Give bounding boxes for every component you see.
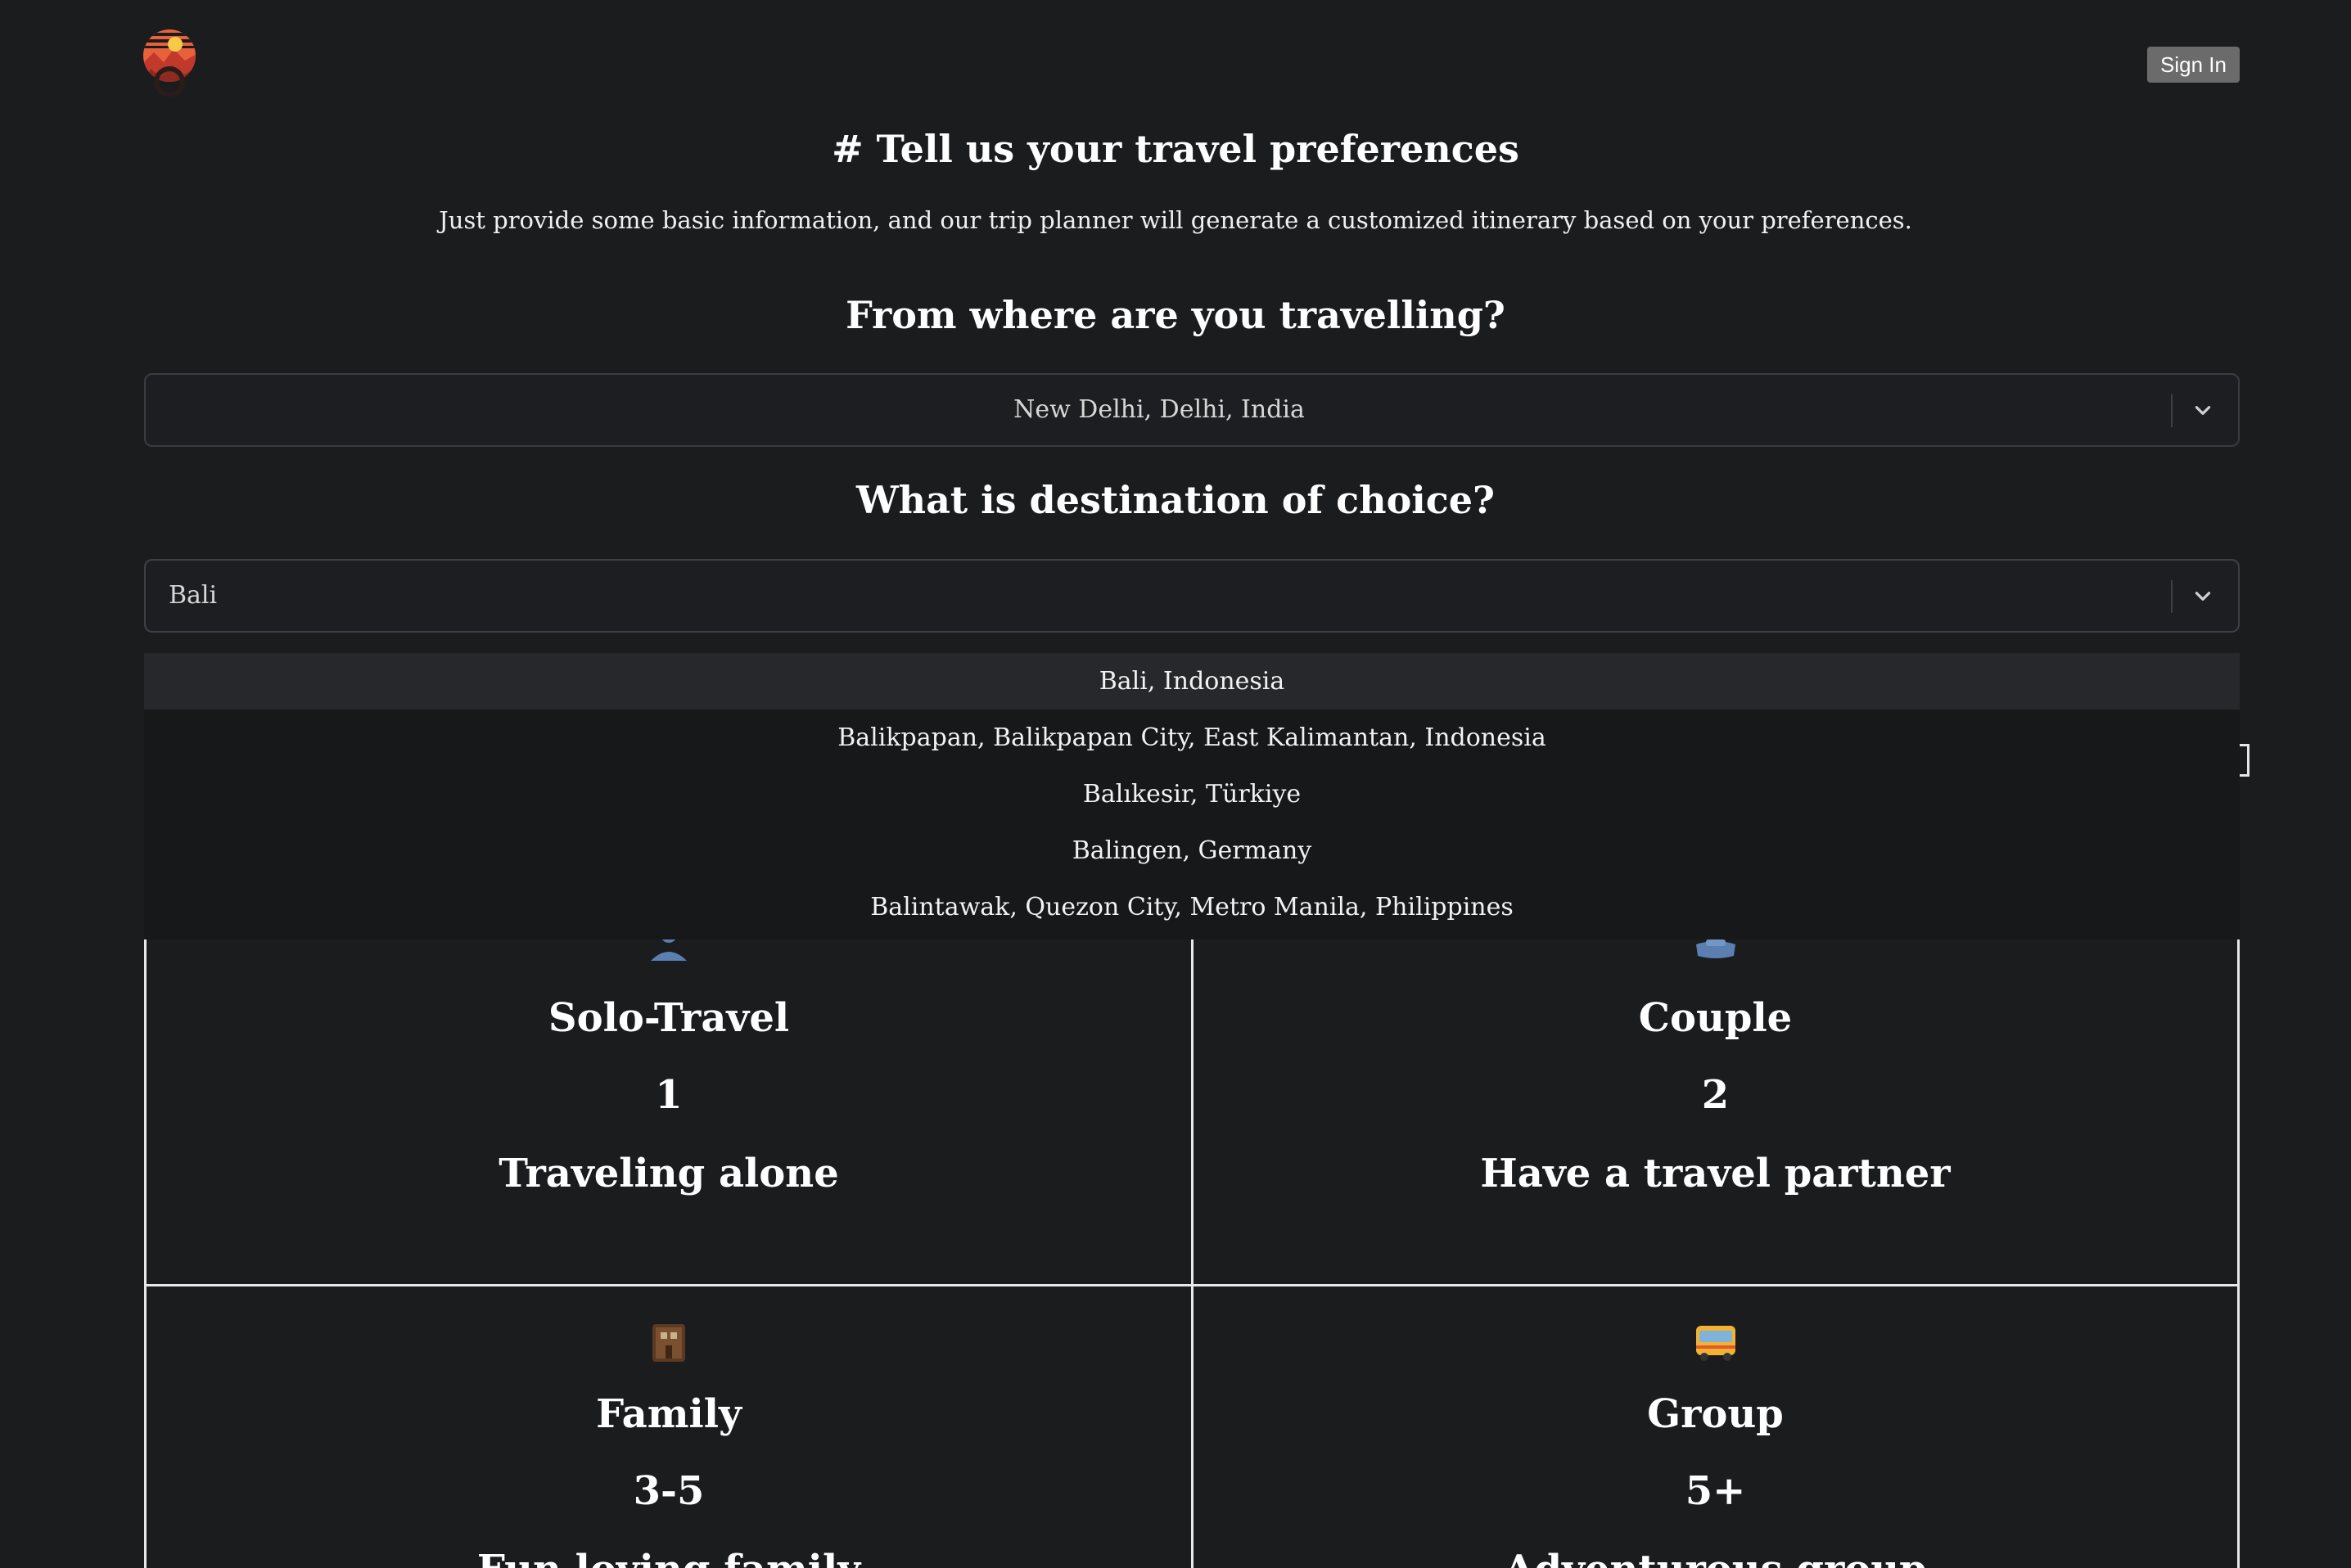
traveler-count: 2: [1701, 1072, 1730, 1118]
traveler-desc: Have a travel partner: [1480, 1151, 1951, 1196]
traveler-title: Family: [596, 1391, 742, 1437]
traveler-desc: Fun loving family: [147, 1547, 1191, 1568]
suggestion-option[interactable]: Bali, Indonesia: [144, 653, 2240, 710]
chevron-down-icon[interactable]: [2192, 585, 2213, 606]
page-title: # Tell us your travel preferences: [832, 127, 1519, 171]
traveler-title: Solo-Travel: [548, 995, 790, 1041]
hidden-element-edge: [2236, 744, 2249, 777]
destination-question: What is destination of choice?: [855, 478, 1496, 522]
traveler-desc: Traveling alone: [499, 1151, 839, 1196]
chevron-down-icon[interactable]: [2192, 399, 2213, 421]
suggestion-option[interactable]: Balintawak, Quezon City, Metro Manila, P…: [870, 893, 1514, 921]
origin-select[interactable]: New Delhi, Delhi, India: [144, 373, 2240, 447]
destination-select[interactable]: Bali: [144, 559, 2240, 633]
select-separator: [2171, 580, 2173, 613]
traveler-title: Couple: [1638, 995, 1793, 1041]
traveler-title: Group: [1647, 1391, 1784, 1437]
origin-select-value: New Delhi, Delhi, India: [1013, 395, 1305, 424]
suggestion-option[interactable]: Balingen, Germany: [1072, 836, 1312, 865]
page-subtitle: Just provide some basic information, and…: [439, 206, 1912, 234]
sign-in-button[interactable]: Sign In: [2147, 47, 2240, 83]
traveler-desc: Adventurous group: [1194, 1547, 2237, 1568]
bus-icon: [1695, 1326, 1735, 1361]
suggestion-option[interactable]: Balikpapan, Balikpapan City, East Kalima…: [837, 723, 1546, 752]
traveler-count: 3-5: [633, 1468, 705, 1514]
origin-question: From where are you travelling?: [846, 293, 1505, 337]
traveler-card-couple[interactable]: Couple 2 Have a travel partner: [1191, 931, 2240, 1286]
traveler-card-group[interactable]: Group 5+ Adventurous group: [1191, 1284, 2240, 1568]
destination-suggestions: Bali, Indonesia Balikpapan, Balikpapan C…: [144, 653, 2240, 939]
boat-icon: [1695, 939, 1735, 958]
house-icon: [652, 1324, 685, 1362]
suggestion-option[interactable]: Balıkesir, Türkiye: [1082, 780, 1302, 809]
sunset-mountain-logo-icon[interactable]: [142, 28, 196, 97]
traveler-card-solo[interactable]: Solo-Travel 1 Traveling alone: [144, 931, 1194, 1286]
traveler-count: 5+: [1685, 1468, 1746, 1514]
destination-input[interactable]: Bali: [169, 581, 218, 610]
traveler-card-family[interactable]: Family 3-5 Fun loving family: [144, 1284, 1194, 1568]
traveler-options-grid: Solo-Travel 1 Traveling alone Couple 2 H…: [144, 931, 2240, 1568]
select-separator: [2171, 394, 2173, 427]
traveler-count: 1: [655, 1072, 683, 1118]
